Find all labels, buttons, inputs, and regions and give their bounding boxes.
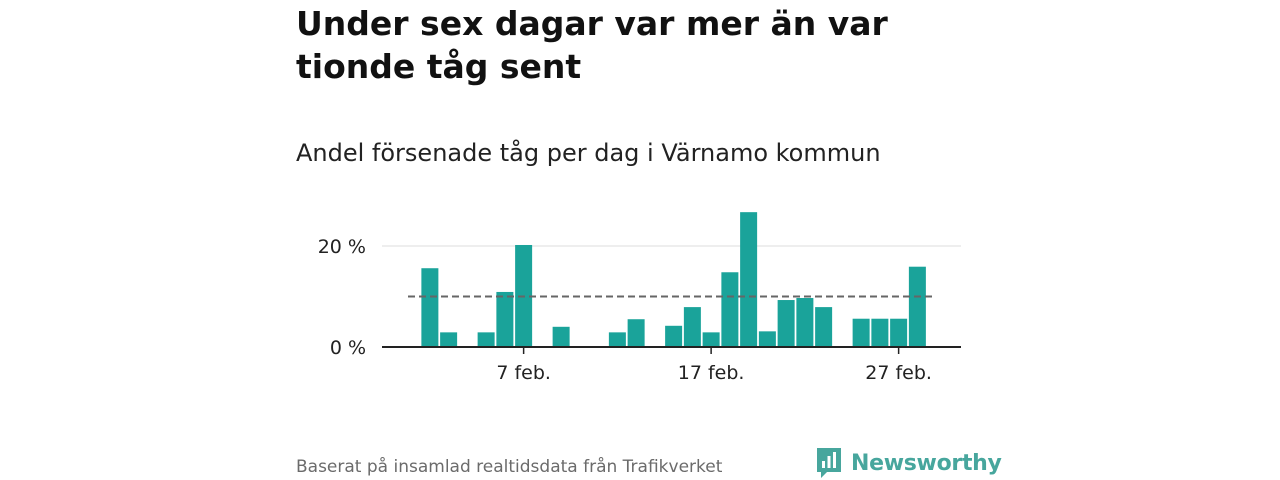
bar bbox=[665, 325, 683, 347]
bar bbox=[721, 272, 739, 347]
x-tick-label: 27 feb. bbox=[865, 362, 932, 384]
bar bbox=[702, 332, 720, 347]
chart-title: Under sex dagar var mer än var tionde tå… bbox=[296, 4, 888, 86]
bar bbox=[908, 266, 926, 347]
bar bbox=[815, 307, 833, 347]
bar bbox=[740, 212, 758, 347]
chart-subtitle: Andel försenade tåg per dag i Värnamo ko… bbox=[296, 139, 881, 167]
bar bbox=[608, 332, 626, 347]
bar bbox=[627, 319, 645, 347]
source-note: Baserat på insamlad realtidsdata från Tr… bbox=[296, 457, 723, 477]
y-tick-label: 20 % bbox=[318, 236, 366, 258]
bar bbox=[683, 307, 701, 347]
y-tick-label: 0 % bbox=[330, 337, 366, 359]
bars bbox=[421, 212, 926, 347]
newsworthy-logo: Newsworthy bbox=[815, 446, 1002, 480]
bar bbox=[758, 331, 776, 347]
bar bbox=[890, 318, 908, 347]
bar bbox=[871, 318, 889, 347]
newsworthy-logo-text: Newsworthy bbox=[851, 450, 1002, 476]
x-tick-label: 17 feb. bbox=[678, 362, 745, 384]
bar bbox=[852, 318, 870, 347]
x-tick-label: 7 feb. bbox=[496, 362, 551, 384]
bar bbox=[777, 300, 795, 347]
bar bbox=[440, 332, 458, 347]
newsworthy-logo-icon bbox=[817, 448, 841, 478]
bar bbox=[552, 326, 570, 347]
bar bbox=[496, 291, 514, 347]
bar bbox=[796, 298, 814, 347]
bar bbox=[421, 268, 439, 347]
axes: 0 % 20 % 7 feb. 17 feb. 27 feb. bbox=[318, 236, 961, 384]
bar bbox=[477, 332, 495, 347]
